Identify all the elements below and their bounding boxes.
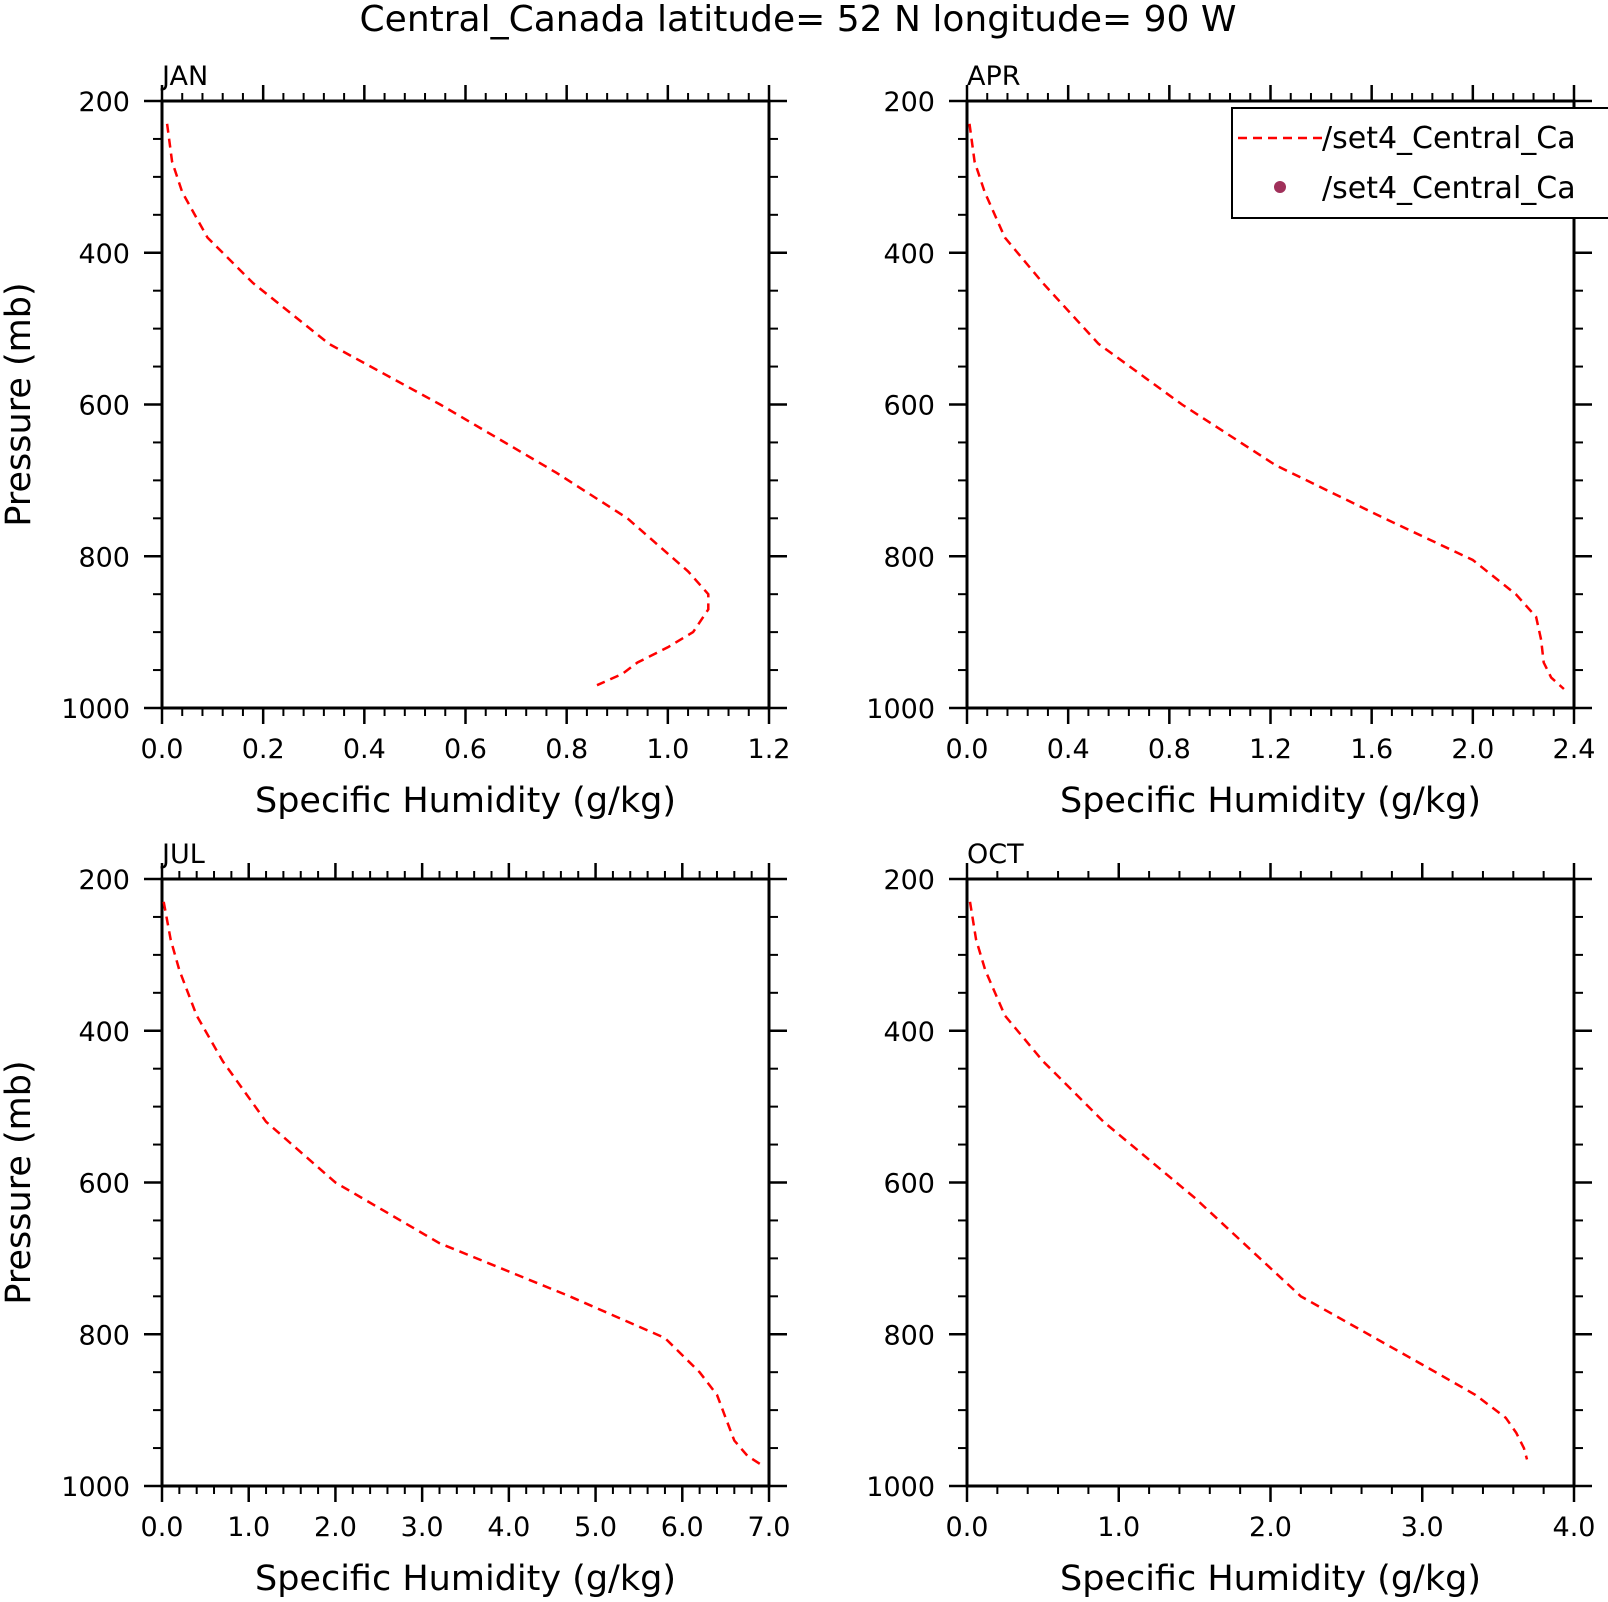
legend-box (1231, 107, 1608, 219)
y-tick-label: 600 (78, 391, 130, 422)
y-tick-label: 600 (78, 1169, 130, 1200)
x-tick-label: 2.4 (1553, 734, 1596, 765)
x-tick-label: 2.0 (1451, 734, 1494, 765)
y-tick-label: 800 (78, 1320, 130, 1351)
x-tick-label: 2.0 (1249, 1512, 1292, 1543)
panel-label: JUL (160, 839, 205, 870)
x-tick-label: 3.0 (1401, 1512, 1444, 1543)
panel-label: APR (967, 61, 1021, 92)
x-tick-label: 1.6 (1350, 734, 1393, 765)
y-tick-label: 800 (78, 542, 130, 573)
x-tick-label: 6.0 (661, 1512, 704, 1543)
x-tick-label: 1.2 (748, 734, 791, 765)
x-tick-label: 3.0 (401, 1512, 444, 1543)
x-tick-label: 7.0 (748, 1512, 791, 1543)
panel-oct: OCT 0.0 1.0 2.0 3.0 4.0 200 400 600 800 1000 Specif… (866, 839, 1595, 1599)
panel-jan: JAN 0.0 0.2 0.4 0.6 0.8 1.0 1.2 200 400 600 800 1000… (0, 61, 790, 821)
x-tick-label: 0.8 (1148, 734, 1191, 765)
y-tick-label: 400 (883, 1017, 935, 1048)
model-profile-line (968, 901, 1529, 1460)
x-tick-label: 0.4 (1047, 734, 1090, 765)
x-axis-label: Specific Humidity (g/kg) (255, 781, 676, 821)
x-tick-label: 0.8 (545, 734, 588, 765)
model-profile-line (165, 123, 710, 687)
y-tick-label: 800 (883, 1320, 935, 1351)
x-tick-label: 0.6 (444, 734, 487, 765)
x-tick-label: 1.0 (1097, 1512, 1140, 1543)
x-tick-label: 1.0 (646, 734, 689, 765)
x-tick-label: 2.0 (314, 1512, 357, 1543)
panel-label: OCT (967, 839, 1024, 870)
x-axis-label: Specific Humidity (g/kg) (1060, 781, 1481, 821)
y-tick-label: 1000 (61, 1472, 130, 1503)
x-tick-label: 0.4 (343, 734, 386, 765)
x-tick-label: 0.0 (141, 1512, 184, 1543)
x-tick-label: 0.0 (946, 1512, 989, 1543)
legend-entry-label: /set4_Central_Ca (1322, 171, 1576, 206)
x-tick-label: 5.0 (574, 1512, 617, 1543)
y-axis-label: Pressure (mb) (0, 1060, 39, 1304)
y-tick-label: 400 (78, 239, 130, 270)
panels-group: JAN 0.0 0.2 0.4 0.6 0.8 1.0 1.2 200 400 600 800 1000… (0, 61, 1595, 1599)
y-tick-label: 600 (883, 1169, 935, 1200)
plot-frame (160, 99, 771, 710)
legend-dot-swatch (1274, 181, 1286, 193)
y-tick-label: 1000 (866, 1472, 935, 1503)
x-tick-label: 1.2 (1249, 734, 1292, 765)
y-tick-label: 1000 (866, 694, 935, 725)
panel-apr: APR 0.0 0.4 0.8 1.2 1.6 2.0 2.4 200 400 600 800 1000… (866, 61, 1595, 821)
plot-frame (160, 877, 771, 1488)
y-tick-label: 600 (883, 391, 935, 422)
y-tick-label: 200 (78, 865, 130, 896)
x-axis-label: Specific Humidity (g/kg) (1060, 1559, 1481, 1599)
legend: /set4_Central_Ca/set4_Central_Ca (1231, 107, 1608, 219)
panel-label: JAN (160, 61, 208, 92)
x-tick-label: 4.0 (487, 1512, 530, 1543)
plot-frame (965, 877, 1576, 1488)
x-tick-label: 0.0 (141, 734, 184, 765)
model-profile-line (162, 901, 766, 1469)
y-tick-label: 200 (883, 87, 935, 118)
figure-title: Central_Canada latitude= 52 N longitude=… (360, 0, 1237, 40)
y-tick-label: 400 (78, 1017, 130, 1048)
x-tick-label: 1.0 (227, 1512, 270, 1543)
x-tick-label: 0.2 (242, 734, 285, 765)
panel-jul: JUL 0.0 1.0 2.0 3.0 4.0 5.0 6.0 7.0 200 400 600 800 1… (0, 839, 790, 1599)
x-tick-label: 4.0 (1553, 1512, 1596, 1543)
y-tick-label: 400 (883, 239, 935, 270)
y-tick-label: 1000 (61, 694, 130, 725)
x-tick-label: 0.0 (946, 734, 989, 765)
model-profile-line (968, 123, 1565, 690)
y-tick-label: 800 (883, 542, 935, 573)
y-tick-label: 200 (78, 87, 130, 118)
y-axis-label: Pressure (mb) (0, 282, 39, 526)
legend-entry-label: /set4_Central_Ca (1322, 121, 1576, 156)
x-axis-label: Specific Humidity (g/kg) (255, 1559, 676, 1599)
y-tick-label: 200 (883, 865, 935, 896)
